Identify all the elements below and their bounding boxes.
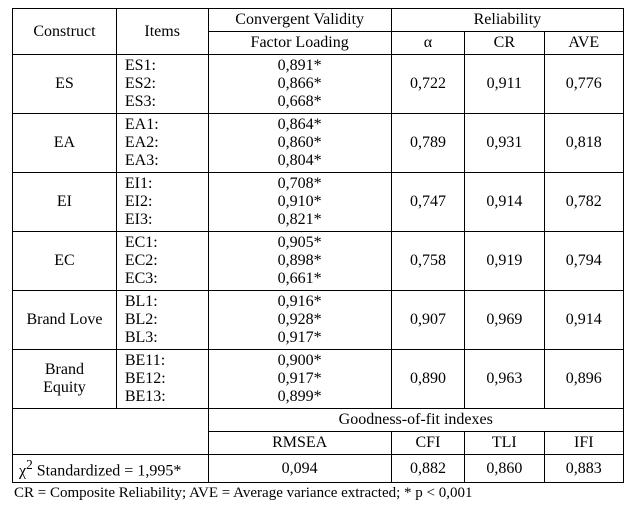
cell-ave: 0,782	[544, 173, 623, 232]
validity-reliability-table: Construct Items Convergent Validity Reli…	[12, 8, 624, 483]
gof-value-cfi: 0,882	[391, 455, 464, 483]
cell-items: EI1:EI2:EI3:	[116, 173, 208, 232]
cell-cr: 0,914	[465, 173, 544, 232]
cell-alpha: 0,747	[391, 173, 464, 232]
header-items: Items	[116, 9, 208, 55]
cell-loadings: 0,891*0,866*0,668*	[208, 55, 391, 114]
cell-ave: 0,896	[544, 350, 623, 409]
cell-construct: Brand Love	[13, 291, 117, 350]
gof-label-ifi: IFI	[544, 432, 623, 455]
cell-alpha: 0,789	[391, 114, 464, 173]
cell-items: ES1:ES2:ES3:	[116, 55, 208, 114]
header-factor-loading: Factor Loading	[208, 32, 391, 55]
cell-loadings: 0,905*0,898*0,661*	[208, 232, 391, 291]
header-cr: CR	[465, 32, 544, 55]
table-row: EIEI1:EI2:EI3:0,708*0,910*0,821*0,7470,9…	[13, 173, 624, 232]
table-row: EAEA1:EA2:EA3:0,864*0,860*0,804*0,7890,9…	[13, 114, 624, 173]
cell-cr: 0,963	[465, 350, 544, 409]
header-construct: Construct	[13, 9, 117, 55]
cell-ave: 0,914	[544, 291, 623, 350]
cell-construct: ES	[13, 55, 117, 114]
table-footnote: CR = Composite Reliability; AVE = Averag…	[12, 485, 624, 502]
gof-title-row: Goodness-of-fit indexes	[13, 409, 624, 432]
table-row: BrandEquityBE11:BE12:BE13:0,900*0,917*0,…	[13, 350, 624, 409]
cell-items: EA1:EA2:EA3:	[116, 114, 208, 173]
cell-cr: 0,919	[465, 232, 544, 291]
cell-loadings: 0,708*0,910*0,821*	[208, 173, 391, 232]
gof-value-tli: 0,860	[465, 455, 544, 483]
cell-construct: BrandEquity	[13, 350, 117, 409]
table-body: ESES1:ES2:ES3:0,891*0,866*0,668*0,7220,9…	[13, 55, 624, 483]
table-row: ESES1:ES2:ES3:0,891*0,866*0,668*0,7220,9…	[13, 55, 624, 114]
cell-alpha: 0,907	[391, 291, 464, 350]
gof-value-ifi: 0,883	[544, 455, 623, 483]
cell-cr: 0,931	[465, 114, 544, 173]
cell-ave: 0,776	[544, 55, 623, 114]
cell-loadings: 0,864*0,860*0,804*	[208, 114, 391, 173]
cell-cr: 0,911	[465, 55, 544, 114]
cell-alpha: 0,722	[391, 55, 464, 114]
gof-values-row: χ2 Standardized = 1,995*0,0940,8820,8600…	[13, 455, 624, 483]
cell-construct: EC	[13, 232, 117, 291]
gof-value-rmsea: 0,094	[208, 455, 391, 483]
cell-items: BL1:BL2:BL3:	[116, 291, 208, 350]
header-convergent: Convergent Validity	[208, 9, 391, 32]
header-row-1: Construct Items Convergent Validity Reli…	[13, 9, 624, 32]
chi2-standardized: χ2 Standardized = 1,995*	[13, 455, 209, 483]
cell-construct: EI	[13, 173, 117, 232]
cell-loadings: 0,916*0,928*0,917*	[208, 291, 391, 350]
header-alpha: α	[391, 32, 464, 55]
gof-label-cfi: CFI	[391, 432, 464, 455]
header-ave: AVE	[544, 32, 623, 55]
header-reliability: Reliability	[391, 9, 623, 32]
gof-title: Goodness-of-fit indexes	[208, 409, 624, 432]
cell-items: EC1:EC2:EC3:	[116, 232, 208, 291]
cell-alpha: 0,758	[391, 232, 464, 291]
gof-label-rmsea: RMSEA	[208, 432, 391, 455]
cell-ave: 0,818	[544, 114, 623, 173]
table-row: ECEC1:EC2:EC3:0,905*0,898*0,661*0,7580,9…	[13, 232, 624, 291]
cell-items: BE11:BE12:BE13:	[116, 350, 208, 409]
gof-spacer	[13, 409, 209, 455]
table-row: Brand LoveBL1:BL2:BL3:0,916*0,928*0,917*…	[13, 291, 624, 350]
cell-construct: EA	[13, 114, 117, 173]
cell-loadings: 0,900*0,917*0,899*	[208, 350, 391, 409]
cell-cr: 0,969	[465, 291, 544, 350]
gof-label-tli: TLI	[465, 432, 544, 455]
cell-ave: 0,794	[544, 232, 623, 291]
cell-alpha: 0,890	[391, 350, 464, 409]
